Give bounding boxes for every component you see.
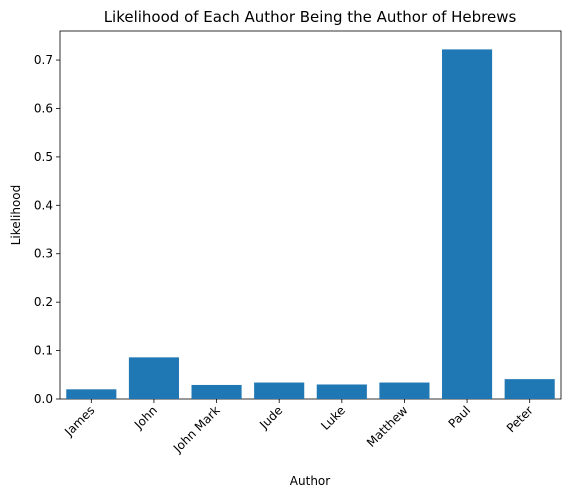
x-tick-label: Luke	[318, 403, 348, 433]
bar-paul	[442, 49, 493, 400]
bar-peter	[504, 379, 555, 399]
y-tick-label: 0.1	[34, 344, 53, 358]
y-tick-label: 0.3	[34, 247, 53, 261]
y-tick-label: 0.5	[34, 150, 53, 164]
y-tick-label: 0.2	[34, 295, 53, 309]
bar-luke	[316, 384, 367, 399]
x-tick-label: Paul	[446, 403, 474, 431]
x-tick-label: Matthew	[364, 403, 411, 450]
x-axis: James John John Mark Jude Luke Matthew Paul Pet…	[61, 399, 536, 456]
x-tick-label: John Mark	[170, 403, 223, 456]
bar-james	[66, 389, 117, 399]
bar-matthew	[379, 382, 430, 399]
bars-group	[66, 49, 555, 400]
x-tick-label: James	[61, 403, 97, 439]
x-tick-label: Peter	[504, 403, 536, 435]
y-tick-label: 0.4	[34, 198, 53, 212]
plot-frame	[59, 30, 562, 400]
bar-john	[128, 357, 179, 399]
plot-area	[59, 30, 562, 400]
y-axis-label: Likelihood	[9, 185, 23, 246]
x-axis-label: Author	[290, 474, 330, 488]
y-axis: 0.0 0.1 0.2 0.3 0.4 0.5 0.6 0.7	[34, 53, 60, 406]
x-tick-label: John	[131, 403, 160, 432]
bar-jude	[254, 382, 305, 399]
y-tick-label: 0.6	[34, 101, 53, 115]
x-tick-label: Jude	[256, 403, 285, 432]
chart-title: Likelihood of Each Author Being the Auth…	[104, 8, 517, 26]
y-tick-label: 0.7	[34, 53, 53, 67]
y-tick-label: 0.0	[34, 392, 53, 406]
bar-john-mark	[191, 384, 242, 399]
